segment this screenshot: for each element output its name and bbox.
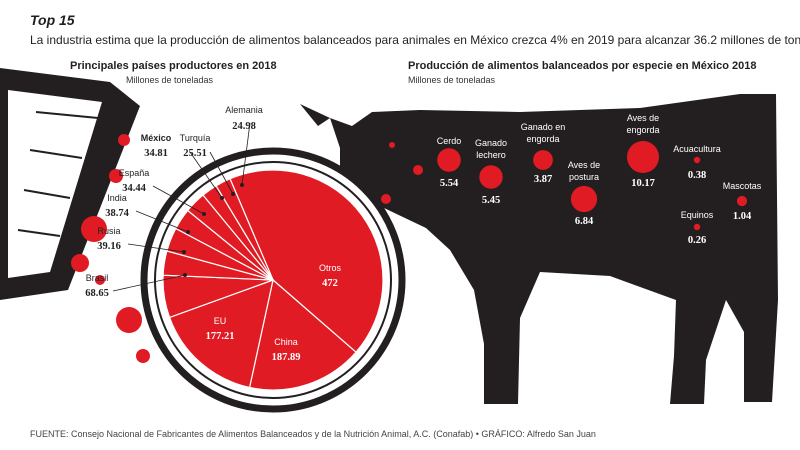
species-label-ganado-en-engorda: Ganado en engorda [521,122,566,144]
species-label-mascotas: Mascotas [723,181,762,191]
pie-value-rusia: 39.16 [97,241,121,252]
pie-chart [162,169,384,391]
species-value-equinos: 0.26 [688,235,706,246]
pie-slice-eu [168,279,274,389]
pie-leader-espana [152,185,205,215]
species-label-aves-de-postura: Aves de postura [568,160,600,182]
pie-leader-dot-rusia [182,250,186,254]
infographic-intro: La industria estima que la producción de… [30,33,800,47]
species-label-aves-de-engorda: Aves de engorda [626,113,659,135]
pie-value-brasil: 68.65 [85,288,109,299]
species-value-ganado-en-engorda: 3.87 [534,174,552,185]
species-chart: Cerdo 5.54 Ganado lechero 5.45 Ganado en engor… [437,113,762,246]
pie-leader-turquia [209,151,234,195]
species-value-aves-de-engorda: 10.17 [631,178,655,189]
pie-slice-china [248,278,357,391]
pie-label-otros: Otros [319,263,342,273]
species-label-acuacultura: Acuacultura [673,144,721,154]
pie-leader-brasil [112,274,186,292]
feed-bag-illustration [0,68,140,300]
pie-value-alemania: 24.98 [232,121,256,132]
species-bubble-ganado-en-engorda [533,150,553,170]
pie-label-alemania: Alemania [225,105,263,115]
pie-value-china: 187.89 [272,352,301,363]
pie-value-eu: 177.21 [206,331,235,342]
species-bubble-mascotas [736,195,748,207]
pie-label-brasil: Brasil [86,273,109,283]
pie-labels: Otros 472 China 187.89 EU 177.21 Brasil 68.65 Ru… [85,105,341,363]
pie-value-otros: 472 [322,278,338,289]
species-bubble-aves-de-postura [570,185,598,213]
pie-label-espana: España [119,168,150,178]
chart-headers: Principales países productores en 2018 M… [70,60,756,85]
pie-label-eu: EU [214,316,227,326]
pie-leader-dot-india [186,230,190,234]
pie-leader-lines [112,122,251,292]
species-bubble-equinos [693,223,701,231]
species-chart-subtitle: Millones de toneladas [408,75,496,85]
pie-leader-dot-alemania [240,183,244,187]
cow-silhouette [300,94,778,404]
species-value-cerdo: 5.54 [440,178,459,189]
pie-chart-title: Principales países productores en 2018 [70,60,277,72]
pie-leader-india [135,210,189,233]
pie-value-mexico: 34.81 [144,148,168,159]
species-bubble-cerdo [437,148,461,172]
pie-value-india: 38.74 [105,208,129,219]
species-label-ganado-lechero: Ganado lechero [475,138,507,160]
pie-leader-dot-espana [202,212,206,216]
infographic-title: Top 15 [30,12,75,28]
species-value-mascotas: 1.04 [733,211,752,222]
species-chart-title: Producción de alimentos balanceados por … [408,60,756,72]
species-value-ganado-lechero: 5.45 [482,195,500,206]
pie-label-india: India [107,193,127,203]
species-value-acuacultura: 0.38 [688,170,706,181]
pie-leader-alemania [241,122,251,186]
pie-slice-otros [229,169,384,354]
feed-pellets [71,134,150,363]
pie-label-turquia: Turquía [180,133,211,143]
species-value-aves-de-postura: 6.84 [575,216,594,227]
pie-leader-mexico [189,151,223,199]
pie-leader-dot-brasil [183,273,187,277]
pie-value-turquia: 25.51 [183,148,207,159]
species-bubble-ganado-lechero [479,165,503,189]
species-label-equinos: Equinos [681,210,714,220]
pie-leader-dot-mexico [220,196,224,200]
pie-label-mexico: México [141,133,172,143]
pie-leader-dot-turquia [231,192,235,196]
pie-label-china: China [274,337,298,347]
source-footer: FUENTE: Consejo Nacional de Fabricantes … [30,429,596,439]
pie-chart-subtitle: Millones de toneladas [126,75,214,85]
pie-leader-rusia [127,243,185,253]
pie-value-espana: 34.44 [122,183,146,194]
species-label-cerdo: Cerdo [437,136,462,146]
species-bubble-acuacultura [693,156,701,164]
pie-label-rusia: Rusia [97,226,120,236]
species-bubble-aves-de-engorda [627,141,659,173]
pie-slice-alemania [215,177,274,281]
